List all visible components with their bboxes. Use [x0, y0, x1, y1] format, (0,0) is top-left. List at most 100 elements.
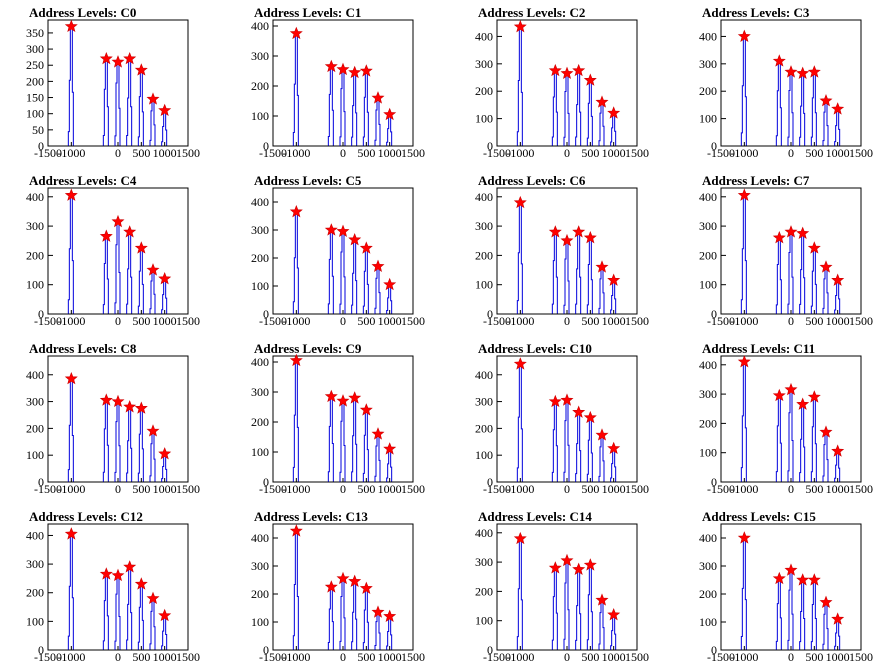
histogram-spike — [810, 247, 817, 314]
x-tick-label: 1000 — [602, 314, 626, 328]
peak-marker — [583, 558, 597, 571]
panel-title: Address Levels: C7 — [702, 173, 810, 188]
histogram-spike — [327, 66, 334, 146]
peak-marker — [99, 567, 113, 580]
x-tick-label: 500 — [357, 146, 375, 160]
x-tick-label: -1000 — [282, 650, 310, 664]
x-tick-label: -1000 — [282, 314, 310, 328]
histogram-spike — [161, 109, 168, 146]
x-tick-label: -1500 — [34, 314, 62, 328]
peak-marker — [134, 401, 148, 414]
x-tick-label: 0 — [115, 482, 121, 496]
panel-title: Address Levels: C6 — [478, 173, 586, 188]
peak-marker — [819, 260, 833, 273]
histogram-spike — [327, 396, 334, 482]
peak-marker — [371, 427, 385, 440]
peak-marker — [572, 63, 586, 77]
y-tick-label: 300 — [26, 219, 44, 233]
y-tick-label: 100 — [251, 615, 269, 629]
y-tick-label: 100 — [475, 614, 493, 628]
y-tick-label: 300 — [699, 219, 717, 233]
x-tick-label: -1000 — [282, 146, 310, 160]
x-tick-label: 1000 — [826, 650, 850, 664]
x-tick-label: 1000 — [378, 650, 402, 664]
peak-marker — [784, 382, 798, 396]
histogram-spike — [362, 70, 369, 146]
peak-marker — [595, 428, 609, 441]
x-tick-label: 500 — [805, 146, 823, 160]
peak-marker — [64, 19, 78, 32]
histogram-panel: Address Levels: C7 0 100 200 300 400 -1500-100… — [699, 173, 873, 328]
peak-marker — [134, 241, 148, 254]
peak-marker — [383, 442, 397, 455]
histogram-spike — [292, 33, 299, 146]
histogram-spike — [598, 266, 605, 314]
panel-title: Address Levels: C13 — [254, 509, 368, 524]
x-tick-label: 0 — [788, 146, 794, 160]
peak-marker — [807, 241, 821, 254]
y-tick-label: 300 — [26, 395, 44, 409]
x-tick-label: 1500 — [849, 650, 873, 664]
histogram-spike — [362, 247, 369, 314]
peak-marker — [324, 580, 338, 593]
x-tick-label: -1500 — [483, 314, 511, 328]
histogram-spike — [563, 560, 570, 650]
peak-marker — [772, 230, 786, 244]
histogram-spike — [822, 601, 829, 650]
x-tick-label: 1000 — [602, 146, 626, 160]
x-tick-label: -1000 — [730, 314, 758, 328]
histogram-spike — [327, 229, 334, 314]
y-tick-label: 300 — [26, 557, 44, 571]
histogram-panel: Address Levels: C12 0 100 200 300 400 -1500-10… — [26, 509, 200, 664]
peak-marker — [359, 581, 373, 594]
peak-marker — [560, 66, 574, 79]
y-tick-label: 300 — [475, 395, 493, 409]
y-tick-label: 200 — [251, 587, 269, 601]
x-tick-label: 1500 — [176, 650, 200, 664]
histogram-spike — [67, 194, 74, 314]
peak-marker — [607, 441, 621, 454]
histogram-spike — [787, 569, 794, 650]
histogram-spike — [126, 566, 133, 650]
peak-marker — [134, 63, 148, 76]
y-tick-label: 250 — [26, 58, 44, 72]
histogram-spike — [292, 211, 299, 314]
histogram-spike — [149, 269, 156, 314]
histogram-spike — [834, 618, 841, 650]
x-tick-label: 1500 — [625, 146, 649, 160]
y-tick-label: 100 — [251, 109, 269, 123]
peak-marker — [737, 29, 751, 42]
peak-marker — [348, 574, 362, 587]
peak-marker — [289, 26, 303, 40]
y-tick-label: 0 — [38, 643, 44, 657]
x-tick-label: 1500 — [625, 314, 649, 328]
peak-marker — [595, 260, 609, 273]
x-tick-label: 0 — [788, 482, 794, 496]
y-tick-label: 0 — [38, 139, 44, 153]
histogram-spike — [822, 266, 829, 314]
histogram-spike — [516, 202, 523, 314]
x-tick-label: 500 — [132, 314, 150, 328]
x-tick-label: 1000 — [153, 146, 177, 160]
x-tick-label: 500 — [805, 482, 823, 496]
x-tick-label: 0 — [115, 146, 121, 160]
peak-marker — [324, 223, 338, 236]
peak-marker — [371, 605, 385, 618]
panel-title: Address Levels: C12 — [29, 509, 143, 524]
histogram-spike — [575, 411, 582, 482]
y-tick-label: 400 — [699, 190, 717, 204]
histogram-spike — [822, 431, 829, 482]
y-tick-label: 300 — [26, 42, 44, 56]
histogram-spike — [563, 240, 570, 314]
histogram-spike — [351, 580, 358, 650]
histogram-spike — [161, 615, 168, 650]
peak-marker — [158, 103, 172, 116]
histogram-spike — [810, 579, 817, 650]
histogram-spike — [386, 448, 393, 482]
histogram-spike — [161, 278, 168, 314]
peak-marker — [607, 106, 621, 119]
histogram-spike — [161, 453, 168, 482]
peak-marker — [796, 397, 810, 410]
y-tick-label: 300 — [699, 57, 717, 71]
peak-marker — [548, 225, 562, 238]
